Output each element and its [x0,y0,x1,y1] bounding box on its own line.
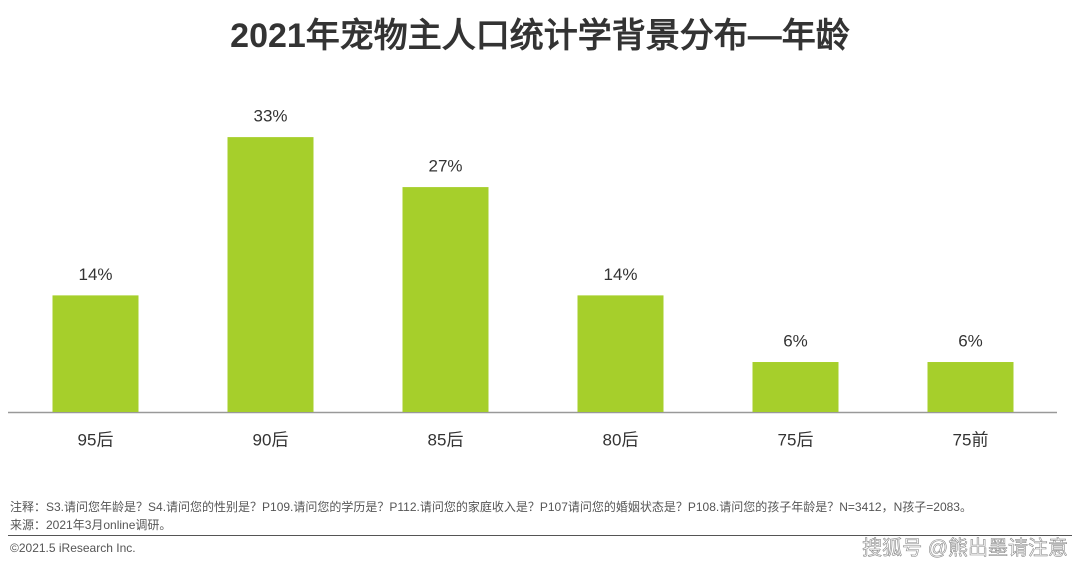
value-label: 14% [78,265,112,284]
footnote: 注释：S3.请问您年龄是？S4.请问您的性别是？P109.请问您的学历是？P11… [10,499,972,514]
x-tick-label: 90后 [253,430,289,449]
x-tick-label: 75前 [953,430,989,449]
value-label: 6% [783,332,808,351]
chart-title: 2021年宠物主人口统计学背景分布—年龄 [230,16,850,55]
x-tick-label: 80后 [603,430,639,449]
source: 来源：2021年3月online调研。 [10,518,171,532]
x-tick-label: 75后 [778,430,814,449]
value-label: 27% [428,157,462,176]
bar [402,187,489,412]
value-label: 33% [253,107,287,126]
value-label: 14% [603,265,637,284]
value-label: 6% [958,332,983,351]
bar [752,362,839,412]
bar [52,295,139,412]
watermark: 搜狐号 @熊出墨请注意 [862,536,1068,559]
x-tick-label: 85后 [428,430,464,449]
x-tick-label: 95后 [78,430,114,449]
copyright: ©2021.5 iResearch Inc. [10,541,136,555]
bar [227,137,314,413]
bar [927,362,1014,412]
bar [577,295,664,412]
